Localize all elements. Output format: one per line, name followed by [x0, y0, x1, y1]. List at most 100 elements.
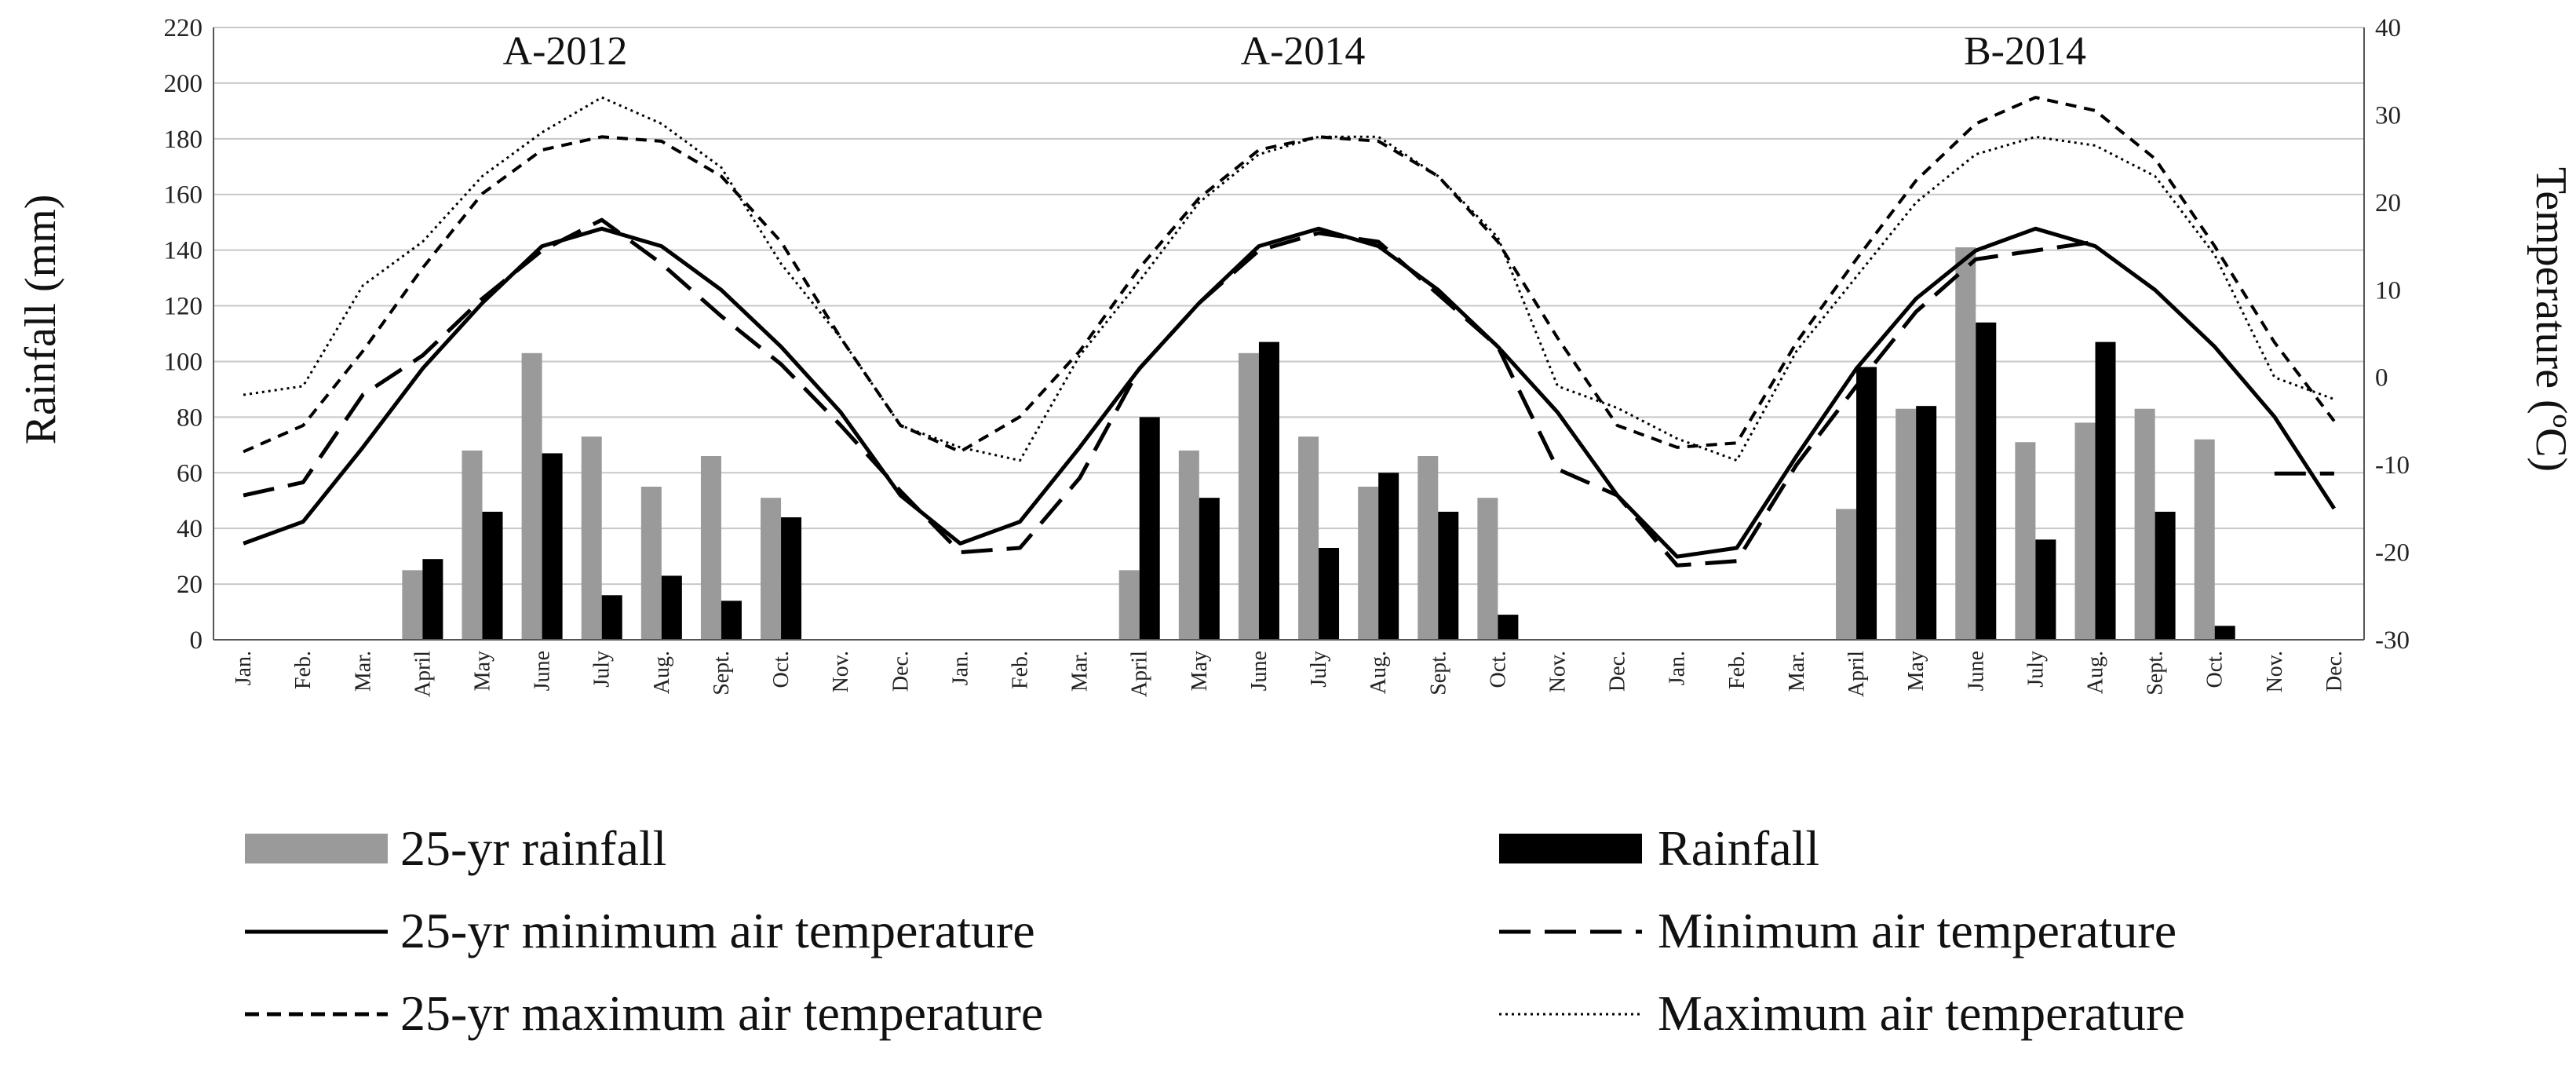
- y-left-tick-label: 180: [164, 126, 203, 154]
- y-left-tick-label: 60: [177, 459, 203, 487]
- x-tick-label: May: [471, 651, 495, 691]
- bar-25yr-rainfall: [1118, 570, 1140, 640]
- bar-rainfall: [1319, 548, 1340, 640]
- y-left-tick-label: 160: [164, 181, 203, 210]
- bar-25yr-rainfall: [1477, 498, 1498, 640]
- x-tick-label: Jan.: [232, 651, 256, 685]
- x-tick-label: July: [2023, 651, 2048, 688]
- legend-label-min: Minimum air temperature: [1658, 903, 2176, 958]
- x-tick-label: June: [1964, 651, 1988, 691]
- bar-rainfall: [1916, 406, 1937, 640]
- y-left-tick-label: 100: [164, 348, 203, 376]
- panel-title-3: B-2014: [1964, 29, 2086, 74]
- bar-25yr-rainfall: [1358, 487, 1379, 640]
- axes: [213, 27, 2365, 641]
- bar-25yr-rainfall: [402, 570, 423, 640]
- x-tick-label: Aug.: [650, 651, 674, 694]
- x-tick-label: Oct.: [769, 651, 794, 688]
- legend-swatch-25yr-rainfall: [245, 834, 388, 863]
- tick-labels: 0 20 40 60 80 100 120 140 160 180 200 220 -30 -20 -10 0…: [164, 14, 2410, 697]
- bar-rainfall: [2214, 626, 2235, 640]
- y-right-tick-label: -30: [2375, 626, 2410, 655]
- y-axis-left-title: Rainfall (mm): [16, 195, 65, 445]
- x-tick-label: Aug.: [2084, 651, 2108, 694]
- x-tick-label: Sept.: [710, 651, 734, 695]
- y-axis-right-title: Temperature (ºC): [2527, 167, 2575, 472]
- x-tick-label: Nov.: [2263, 651, 2287, 692]
- y-right-tick-label: 10: [2375, 276, 2401, 305]
- panel-title-1: A-2012: [503, 29, 628, 74]
- line-25-yr-minimum-air-temperature: [243, 226, 2336, 559]
- x-tick-label: Jan.: [948, 651, 972, 685]
- x-tick-label: May: [1188, 651, 1212, 691]
- y-right-tick-label: -10: [2375, 451, 2410, 480]
- line-maximum-air-temperature: [243, 96, 2335, 462]
- y-right-tick-label: 20: [2375, 189, 2401, 217]
- x-tick-label: Feb.: [1725, 651, 1750, 689]
- legend: 25-yr rainfall Rainfall 25-yr minimum ai…: [245, 820, 2185, 1041]
- bar-25yr-rainfall: [1238, 352, 1259, 640]
- y-right-tick-label: 40: [2375, 14, 2401, 42]
- x-tick-label: June: [531, 651, 555, 691]
- x-tick-label: Dec.: [2322, 651, 2347, 692]
- bar-rainfall: [1139, 417, 1160, 640]
- x-tick-label: Mar.: [1785, 651, 1809, 692]
- bar-25yr-rainfall: [761, 498, 782, 640]
- bar-rainfall: [482, 511, 503, 640]
- bar-25yr-rainfall: [1896, 408, 1917, 640]
- y-left-tick-label: 140: [164, 237, 203, 265]
- x-tick-label: Jan.: [1666, 651, 1690, 685]
- bar-25yr-rainfall: [1298, 436, 1319, 640]
- x-tick-label: Mar.: [1068, 651, 1093, 692]
- x-tick-label: Nov.: [829, 651, 853, 692]
- bar-rainfall: [721, 601, 742, 640]
- x-tick-label: April: [1844, 651, 1869, 697]
- bar-rainfall: [1199, 498, 1220, 640]
- x-tick-label: April: [410, 651, 435, 697]
- x-tick-label: July: [590, 651, 615, 688]
- gridlines: [213, 27, 2364, 641]
- bar-25yr-rainfall: [640, 487, 662, 640]
- legend-label-25yr-rainfall: 25-yr rainfall: [400, 820, 666, 876]
- x-tick-label: Sept.: [1426, 651, 1450, 695]
- bar-25yr-rainfall: [581, 436, 602, 640]
- bar-25yr-rainfall: [1955, 247, 1976, 640]
- bar-25yr-rainfall: [1418, 456, 1439, 640]
- x-tick-label: May: [1904, 651, 1928, 691]
- x-tick-label: Aug.: [1366, 651, 1391, 694]
- bar-25yr-rainfall: [2074, 422, 2096, 640]
- bar-25yr-rainfall: [521, 352, 542, 640]
- temperature-lines: [243, 96, 2336, 568]
- bar-rainfall: [781, 517, 802, 640]
- x-tick-label: Oct.: [1486, 651, 1510, 688]
- x-tick-label: Dec.: [888, 651, 913, 692]
- bar-25yr-rainfall: [462, 450, 483, 640]
- bar-rainfall: [601, 595, 622, 640]
- bar-rainfall: [661, 575, 682, 640]
- y-right-tick-label: -20: [2375, 539, 2410, 568]
- bar-25yr-rainfall: [2015, 442, 2036, 640]
- bar-25yr-rainfall: [700, 456, 721, 640]
- x-tick-label: Nov.: [1546, 651, 1571, 692]
- bar-rainfall: [1378, 473, 1399, 640]
- legend-label-max: Maximum air temperature: [1658, 985, 2185, 1041]
- y-left-tick-label: 80: [177, 403, 203, 432]
- bar-rainfall: [2035, 539, 2056, 640]
- panel-title-2: A-2014: [1241, 29, 1366, 74]
- bar-25yr-rainfall: [2134, 408, 2155, 640]
- line-25-yr-maximum-air-temperature: [243, 96, 2336, 454]
- bar-rainfall: [1976, 322, 1997, 640]
- line-minimum-air-temperature: [243, 217, 2334, 568]
- y-left-tick-label: 20: [177, 571, 203, 599]
- x-tick-label: July: [1307, 651, 1331, 688]
- legend-label-25yr-min: 25-yr minimum air temperature: [400, 903, 1035, 958]
- y-left-tick-label: 120: [164, 293, 203, 321]
- bar-rainfall: [2095, 341, 2116, 640]
- bars: [402, 247, 2235, 640]
- x-tick-label: June: [1247, 651, 1272, 691]
- x-tick-label: Feb.: [1009, 651, 1033, 689]
- bar-25yr-rainfall: [1836, 509, 1857, 640]
- bar-25yr-rainfall: [2194, 439, 2215, 640]
- bar-rainfall: [1498, 615, 1519, 640]
